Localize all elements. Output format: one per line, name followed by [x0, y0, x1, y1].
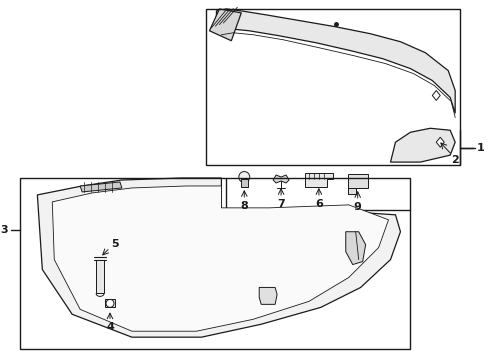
Polygon shape: [435, 137, 443, 147]
Polygon shape: [390, 128, 454, 162]
Text: 7: 7: [277, 199, 285, 209]
Polygon shape: [259, 287, 277, 304]
Text: 8: 8: [240, 201, 247, 211]
Polygon shape: [209, 9, 241, 41]
Polygon shape: [431, 90, 439, 100]
Text: 5: 5: [111, 239, 119, 249]
Circle shape: [238, 172, 249, 183]
Bar: [96, 260, 104, 293]
Polygon shape: [37, 178, 400, 337]
Polygon shape: [216, 9, 454, 113]
Polygon shape: [305, 173, 332, 187]
Bar: [20, 178, 409, 349]
Polygon shape: [273, 175, 288, 183]
Text: 4: 4: [106, 322, 114, 332]
Bar: [240, 179, 247, 187]
Polygon shape: [52, 186, 388, 331]
Bar: [347, 188, 355, 194]
Polygon shape: [345, 232, 365, 265]
Text: 9: 9: [353, 202, 361, 212]
Text: 6: 6: [314, 199, 322, 209]
Bar: [347, 174, 367, 188]
Text: 1: 1: [476, 143, 484, 153]
Bar: [105, 300, 115, 307]
Bar: [206, 9, 459, 165]
Text: 2: 2: [450, 155, 458, 165]
Text: 3: 3: [0, 225, 7, 235]
Circle shape: [106, 300, 114, 307]
Polygon shape: [80, 182, 122, 192]
